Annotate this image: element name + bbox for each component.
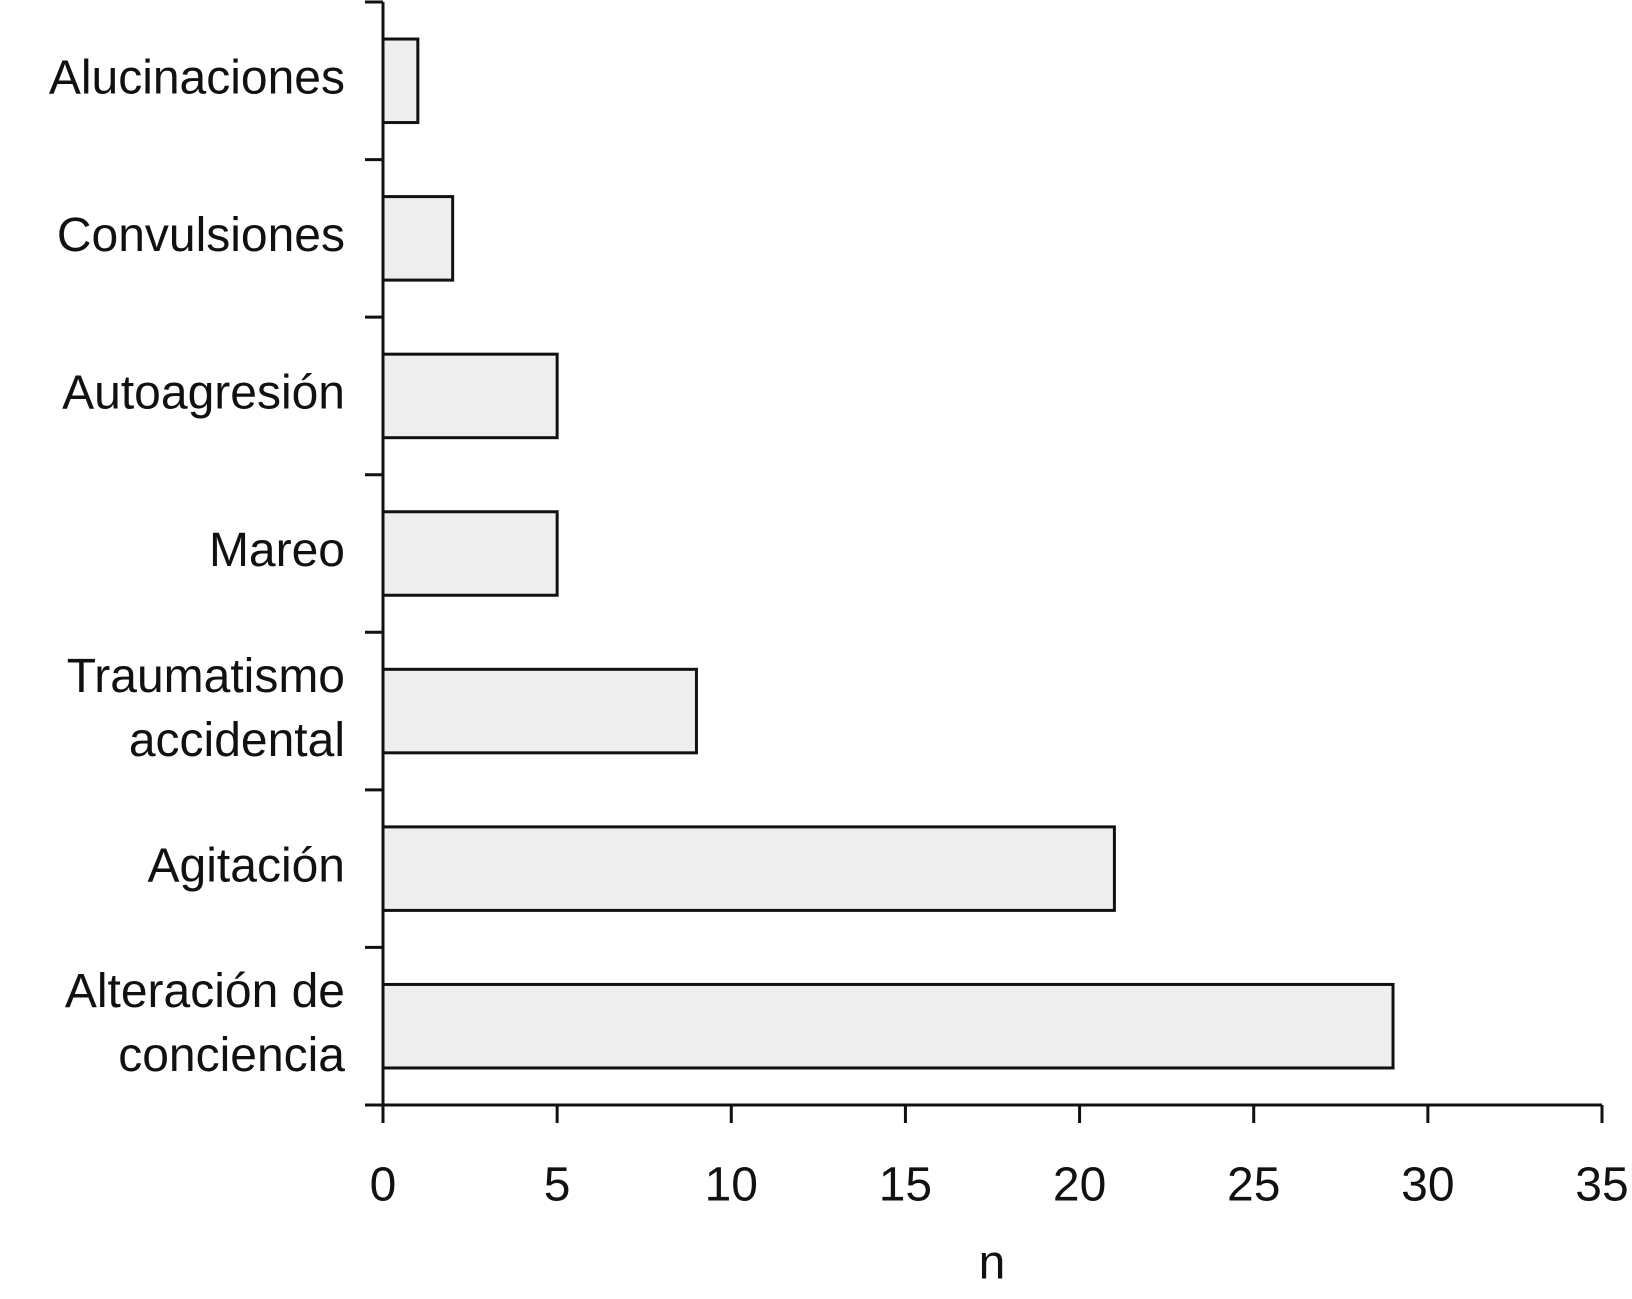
y-tick-label: Mareo — [209, 524, 345, 577]
y-tick-label: Alucinaciones — [49, 51, 345, 104]
bar — [381, 667, 698, 755]
y-tick-label: Convulsiones — [57, 209, 345, 262]
y-tick-label: Alteración de conciencia — [65, 965, 345, 1082]
y-tick-label: Traumatismo accidental — [67, 650, 345, 767]
x-tick-label: 35 — [1575, 1159, 1628, 1212]
x-tick-label: 15 — [879, 1159, 932, 1212]
x-tick-label: 0 — [370, 1159, 397, 1212]
bar — [381, 825, 1116, 912]
x-tick-label: 25 — [1227, 1159, 1280, 1212]
x-tick-label: 30 — [1401, 1159, 1454, 1212]
y-tick-label: Agitación — [148, 839, 345, 892]
x-tick-label: 20 — [1053, 1159, 1106, 1212]
x-axis-label: n — [979, 1237, 1006, 1290]
bar — [381, 195, 455, 282]
x-tick-label: 10 — [705, 1159, 758, 1212]
bar — [381, 352, 559, 440]
bar — [381, 510, 559, 597]
y-tick-label: Autoagresión — [62, 367, 345, 420]
x-tick-label: 5 — [544, 1159, 571, 1212]
bar — [381, 37, 420, 125]
bar — [381, 982, 1395, 1070]
